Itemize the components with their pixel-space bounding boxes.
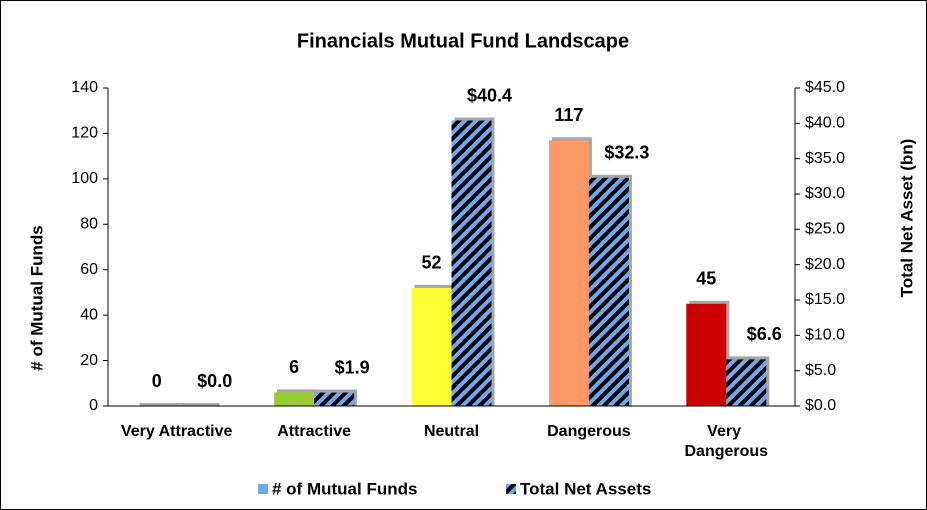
bar bbox=[411, 287, 452, 406]
bar-shadow bbox=[179, 403, 220, 406]
data-label: $40.4 bbox=[467, 85, 512, 105]
data-label: 52 bbox=[421, 253, 441, 273]
x-tick-label: Attractive bbox=[277, 423, 351, 440]
y2-axis-label: Total Net Asset (bn) bbox=[897, 139, 916, 298]
data-label: 45 bbox=[696, 269, 716, 289]
legend-swatch bbox=[258, 484, 268, 494]
y-tick-label: 40 bbox=[80, 306, 98, 323]
y2-tick-label: $40.0 bbox=[805, 115, 845, 132]
data-label: 6 bbox=[289, 357, 299, 377]
y-tick-label: 0 bbox=[89, 397, 98, 414]
data-label: 0 bbox=[152, 371, 162, 391]
x-tick-label: Dangerous bbox=[547, 423, 631, 440]
bar bbox=[686, 303, 727, 406]
bar bbox=[548, 140, 589, 406]
y2-tick-label: $45.0 bbox=[805, 79, 845, 96]
y-tick-label: 140 bbox=[71, 79, 98, 96]
y-tick-label: 120 bbox=[71, 125, 98, 142]
y2-tick-label: $10.0 bbox=[805, 327, 845, 344]
bar bbox=[726, 359, 767, 406]
bar bbox=[588, 177, 629, 406]
bar bbox=[314, 392, 355, 406]
data-label: $0.0 bbox=[197, 371, 232, 391]
y2-tick-label: $5.0 bbox=[805, 362, 836, 379]
y-tick-label: 100 bbox=[71, 170, 98, 187]
data-label: $1.9 bbox=[335, 357, 370, 377]
data-label: $6.6 bbox=[747, 324, 782, 344]
y2-tick-label: $0.0 bbox=[805, 397, 836, 414]
y2-tick-label: $15.0 bbox=[805, 291, 845, 308]
y2-tick-label: $30.0 bbox=[805, 185, 845, 202]
bar-shadow bbox=[139, 403, 180, 406]
legend-swatch bbox=[506, 484, 516, 494]
y-tick-label: 20 bbox=[80, 352, 98, 369]
legend-label: Total Net Assets bbox=[520, 479, 651, 498]
y-axis-label: # of Mutual Funds bbox=[27, 225, 46, 370]
legend-label: # of Mutual Funds bbox=[272, 479, 417, 498]
data-label: $32.3 bbox=[604, 142, 649, 162]
bar bbox=[451, 120, 492, 407]
y-tick-label: 80 bbox=[80, 216, 98, 233]
x-tick-label: Very Dangerous bbox=[685, 423, 769, 460]
y-tick-label: 60 bbox=[80, 261, 98, 278]
chart-title: Financials Mutual Fund Landscape bbox=[297, 30, 629, 52]
y2-tick-label: $25.0 bbox=[805, 221, 845, 238]
x-tick-label: Neutral bbox=[424, 423, 479, 440]
x-tick-label: Very Attractive bbox=[121, 423, 233, 440]
y2-tick-label: $35.0 bbox=[805, 150, 845, 167]
bar bbox=[274, 392, 315, 406]
y2-tick-label: $20.0 bbox=[805, 256, 845, 273]
data-label: 117 bbox=[554, 105, 583, 125]
